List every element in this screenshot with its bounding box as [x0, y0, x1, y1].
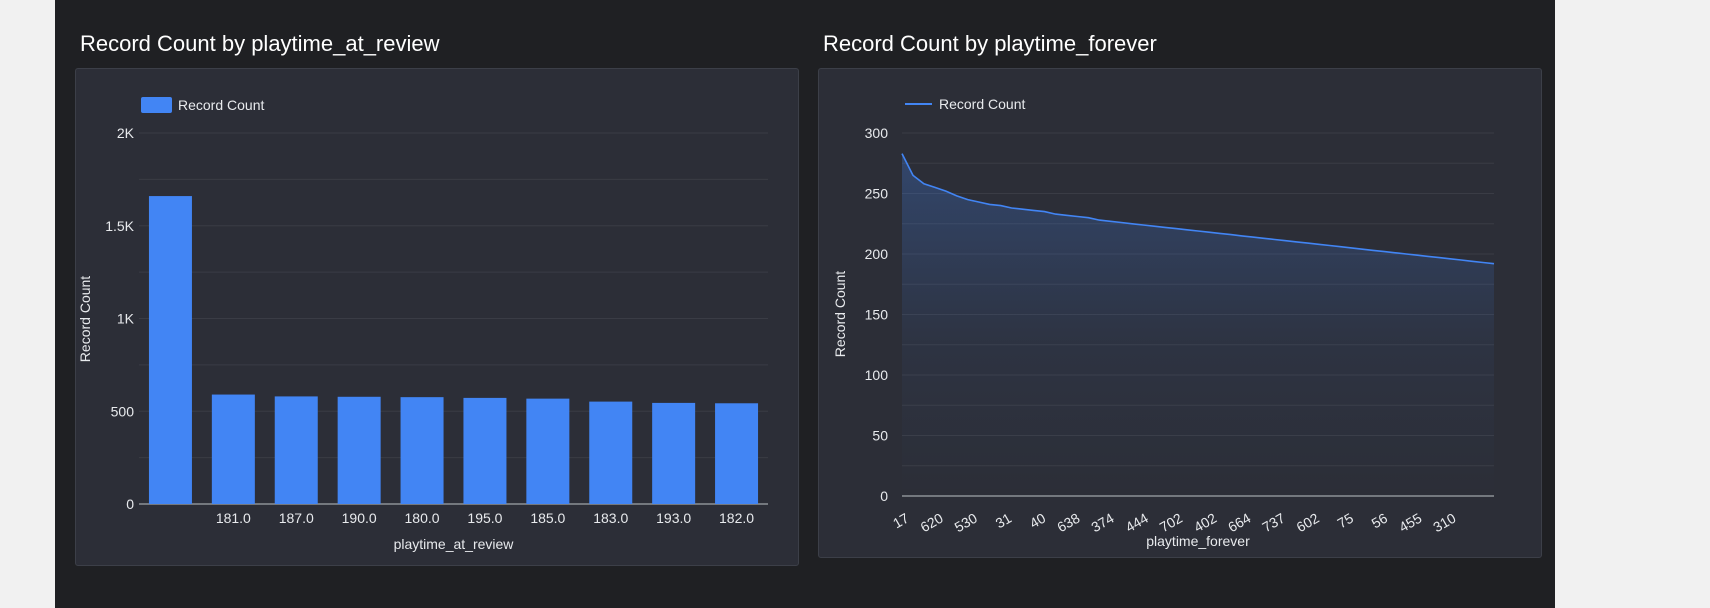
- x-tick-label: 31: [993, 510, 1015, 532]
- legend-swatch: [141, 97, 172, 113]
- y-tick-label: 500: [111, 403, 135, 419]
- bar: [148, 196, 192, 504]
- y-tick-label: 0: [880, 488, 888, 504]
- bar: [274, 396, 318, 504]
- y-tick-label: 250: [865, 186, 889, 202]
- series-line: [901, 153, 1495, 265]
- y-tick-label: 1.5K: [105, 218, 134, 234]
- x-tick-label: 183.0: [593, 510, 628, 526]
- x-tick-label: 190.0: [342, 510, 377, 526]
- bar: [715, 403, 759, 504]
- bar: [211, 394, 255, 504]
- x-tick-label: 180.0: [405, 510, 440, 526]
- page-margin: [1555, 0, 1710, 608]
- chart-title-playtime-at-review: Record Count by playtime_at_review: [80, 31, 440, 56]
- y-tick-label: 100: [865, 367, 889, 383]
- x-tick-label: 181.0: [216, 510, 251, 526]
- legend-label: Record Count: [939, 96, 1025, 112]
- x-tick-label: 187.0: [279, 510, 314, 526]
- x-tick-label: 374: [1088, 510, 1116, 536]
- x-tick-label: 455: [1396, 510, 1424, 536]
- x-tick-label: 638: [1054, 510, 1082, 536]
- bar: [337, 396, 381, 504]
- legend-label: Record Count: [178, 97, 264, 113]
- y-tick-label: 2K: [117, 125, 135, 141]
- x-tick-label: 17: [890, 510, 912, 532]
- x-tick-label: 702: [1157, 510, 1185, 536]
- y-axis-title: Record Count: [77, 276, 93, 362]
- chart-panel-playtime-at-review[interactable]: 0 500 1K 1.5K 2K 181.0 187.0 190.0 180.0 195.0 185…: [75, 68, 799, 566]
- y-tick-label: 150: [865, 307, 889, 323]
- x-tick-label: 444: [1123, 510, 1151, 536]
- bar-chart: 0 500 1K 1.5K 2K 181.0 187.0 190.0 180.0 195.0 185…: [77, 97, 768, 552]
- x-tick-label: 310: [1430, 510, 1458, 536]
- x-tick-label: 40: [1027, 510, 1049, 532]
- x-tick-label: 185.0: [530, 510, 565, 526]
- x-tick-label: 56: [1369, 510, 1391, 532]
- y-tick-label: 50: [872, 428, 888, 444]
- bar: [526, 398, 570, 504]
- bar: [400, 397, 444, 504]
- bar: [463, 397, 507, 504]
- chart-title-playtime-forever: Record Count by playtime_forever: [823, 31, 1157, 56]
- x-tick-label: 402: [1191, 510, 1219, 536]
- area-fill: [902, 153, 1494, 496]
- bar: [652, 402, 696, 504]
- y-tick-label: 1K: [117, 311, 135, 327]
- x-tick-label: 182.0: [719, 510, 754, 526]
- x-axis-title: playtime_forever: [1146, 533, 1250, 549]
- y-tick-label: 0: [126, 496, 134, 512]
- y-tick-label: 300: [865, 125, 889, 141]
- x-tick-label: 737: [1259, 510, 1287, 536]
- x-tick-label: 195.0: [467, 510, 502, 526]
- y-axis-title: Record Count: [832, 271, 848, 357]
- x-tick-label: 664: [1225, 510, 1253, 536]
- chart-panel-playtime-forever[interactable]: 0 50 100 150 200 250 300 17 620 530 31 40 638 374 444 7…: [818, 68, 1542, 558]
- x-tick-label: 193.0: [656, 510, 691, 526]
- y-tick-label: 200: [865, 246, 889, 262]
- x-tick-label: 75: [1334, 510, 1356, 532]
- x-tick-label: 530: [952, 510, 980, 536]
- x-tick-label: 602: [1294, 510, 1322, 536]
- bar: [589, 401, 633, 504]
- x-tick-label: 620: [917, 510, 945, 536]
- x-axis-title: playtime_at_review: [394, 536, 515, 552]
